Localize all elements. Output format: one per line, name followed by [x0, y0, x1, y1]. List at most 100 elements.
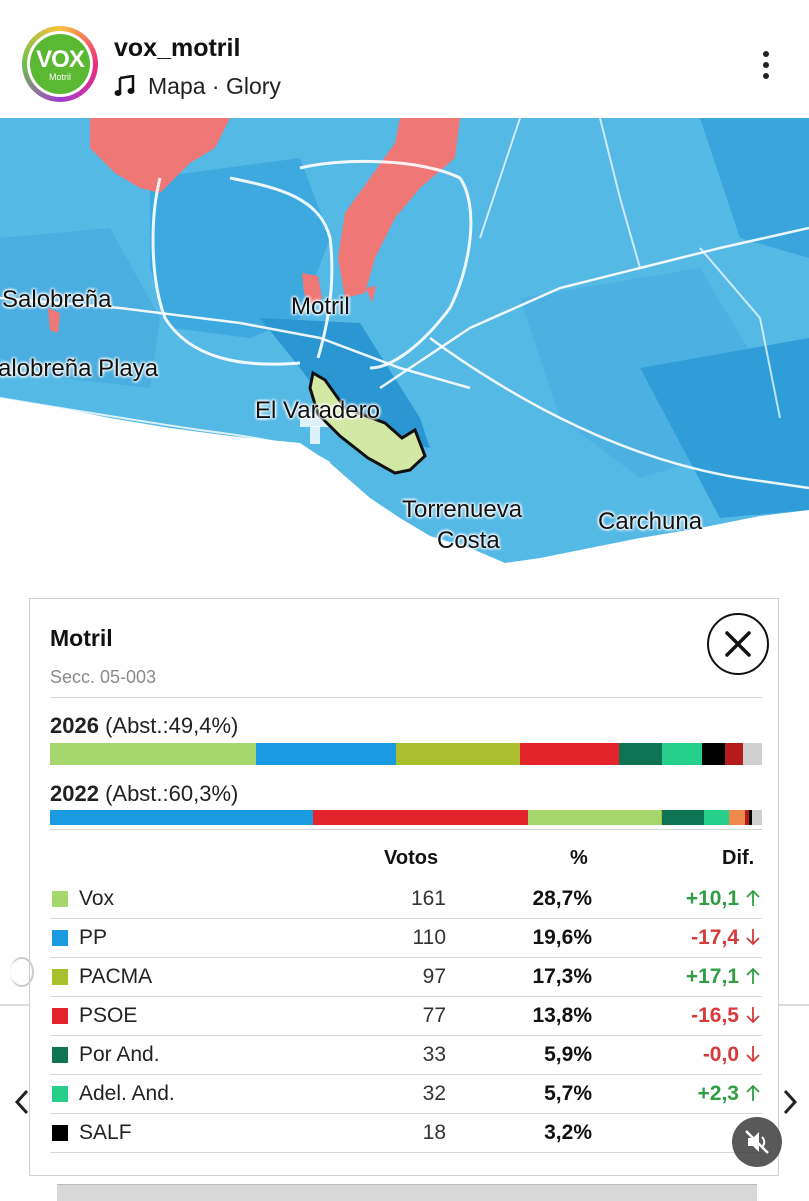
col-diff: Dif. — [722, 847, 755, 869]
next-arrow-icon[interactable] — [780, 1088, 800, 1116]
partial-icon — [10, 957, 34, 987]
results-bar-2026 — [50, 743, 762, 765]
party-name: Por And. — [79, 1043, 160, 1066]
district-red-1 — [90, 118, 230, 193]
label-salobrena-playa: alobreña Playa — [0, 355, 159, 382]
table-row[interactable]: Adel. And. 32 5,7% +2,3 — [50, 1074, 762, 1114]
party-swatch — [52, 1125, 68, 1141]
avatar-brand: VOX — [36, 46, 85, 73]
post-header: VOX Motril vox_motril Mapa · Glory — [0, 0, 809, 118]
table-row[interactable]: Vox 161 28,7% +10,1 — [50, 879, 762, 919]
pct-value: 3,2% — [544, 1121, 592, 1144]
bar-segment-psoe — [520, 743, 620, 765]
bar-segment-otros3 — [749, 810, 752, 825]
bar-segment-pp — [50, 810, 314, 825]
district-red-4 — [366, 286, 376, 303]
votes-value: 32 — [422, 1082, 446, 1105]
carousel-edge — [779, 1004, 809, 1006]
close-icon — [725, 631, 751, 657]
pct-value: 13,8% — [532, 1004, 592, 1027]
selected-section[interactable] — [308, 370, 427, 475]
arrow-down-icon — [746, 1046, 760, 1063]
bar-segment-pp — [255, 743, 397, 765]
district-dark-2 — [260, 318, 430, 448]
label-salobrena: Salobreña — [2, 286, 112, 313]
results-bar-2022 — [50, 810, 762, 825]
username[interactable]: vox_motril — [114, 34, 241, 62]
next-card-edge — [57, 1184, 757, 1201]
table-row[interactable]: Por And. 33 5,9% -0,0 — [50, 1035, 762, 1075]
bar-segment-psoe — [313, 810, 529, 825]
bar-segment-salf — [702, 743, 726, 765]
party-swatch — [52, 930, 68, 946]
district-red-5 — [48, 308, 60, 333]
section-code: Secc. 05-003 — [50, 667, 157, 687]
bar-segment-pacma — [660, 810, 663, 825]
votes-value: 33 — [422, 1043, 446, 1066]
bar-segment-otros2 — [743, 743, 762, 765]
avatar[interactable]: VOX Motril — [22, 26, 98, 102]
panel-title: Motril — [50, 625, 113, 651]
votes-value: 77 — [422, 1004, 446, 1027]
table-row[interactable]: PP 110 19,6% -17,4 — [50, 918, 762, 958]
pct-value: 5,7% — [544, 1082, 592, 1105]
bar-segment-vox — [50, 743, 256, 765]
map-canvas — [0, 117, 809, 598]
table-row[interactable]: PSOE 77 13,8% -16,5 — [50, 996, 762, 1036]
bar-segment-adel-and- — [661, 743, 703, 765]
arrow-up-icon — [746, 889, 760, 906]
party-swatch — [52, 969, 68, 985]
election-map[interactable]: Salobreña alobreña Playa Motril El Varad… — [0, 117, 809, 598]
avatar-sub: Motril — [49, 72, 71, 82]
district-dark-5 — [700, 118, 809, 258]
diff-value: +10,1 — [686, 887, 762, 911]
diff-value: -16,5 — [691, 1004, 762, 1028]
mute-button[interactable] — [732, 1117, 782, 1167]
bar-segment-otros1 — [728, 810, 745, 825]
party-name: PSOE — [79, 1004, 138, 1027]
avatar-frame: VOX Motril — [27, 31, 93, 97]
party-name: SALF — [79, 1121, 132, 1144]
arrow-down-icon — [746, 929, 760, 946]
diff-value: +17,1 — [686, 965, 762, 989]
col-pct: % — [570, 847, 588, 869]
party-name: Adel. And. — [79, 1082, 175, 1105]
label-costa: Costa — [437, 527, 500, 554]
arrow-up-icon — [746, 1084, 760, 1101]
music-note-icon — [114, 75, 135, 96]
previous-arrow-icon[interactable] — [12, 1088, 32, 1116]
district-dark-3 — [0, 228, 160, 388]
close-button[interactable] — [707, 613, 769, 675]
votes-value: 97 — [422, 965, 446, 988]
bar-segment-otros2 — [744, 810, 750, 825]
bar-segment-por-and- — [662, 810, 705, 825]
pct-value: 5,9% — [544, 1043, 592, 1066]
district-red-3 — [302, 273, 322, 306]
label-torrenueva: Torrenueva — [402, 496, 523, 523]
audio-subtitle[interactable]: Mapa · Glory — [148, 73, 281, 99]
party-swatch — [52, 1086, 68, 1102]
party-swatch — [52, 891, 68, 907]
pct-value: 19,6% — [532, 926, 592, 949]
divider — [50, 829, 762, 830]
col-votes: Votos — [384, 847, 439, 869]
bar-segment-otros1 — [725, 743, 744, 765]
more-options-icon[interactable] — [755, 48, 777, 88]
label-motril: Motril — [291, 293, 350, 320]
carousel-edge — [0, 1004, 30, 1006]
bar-segment-adel-and- — [704, 810, 729, 825]
diff-value: -17,4 — [691, 926, 762, 950]
district-red-2 — [338, 118, 460, 298]
label-el-varadero: El Varadero — [255, 397, 380, 424]
diff-value: -0,0 — [703, 1043, 762, 1067]
votes-value: 161 — [410, 887, 446, 910]
table-row[interactable]: PACMA 97 17,3% +17,1 — [50, 957, 762, 997]
table-row[interactable]: SALF 18 3,2% — [50, 1113, 762, 1153]
pct-value: 28,7% — [532, 887, 592, 910]
results-panel: Motril Secc. 05-003 2026 (Abst.:49,4%) 2… — [29, 598, 779, 1176]
year-2022-label: 2022 (Abst.:60,3%) — [50, 781, 239, 806]
arrow-up-icon — [746, 967, 760, 984]
year-2026-label: 2026 (Abst.:49,4%) — [50, 713, 239, 738]
bar-segment-por-and- — [619, 743, 662, 765]
bar-segment-pacma — [396, 743, 521, 765]
